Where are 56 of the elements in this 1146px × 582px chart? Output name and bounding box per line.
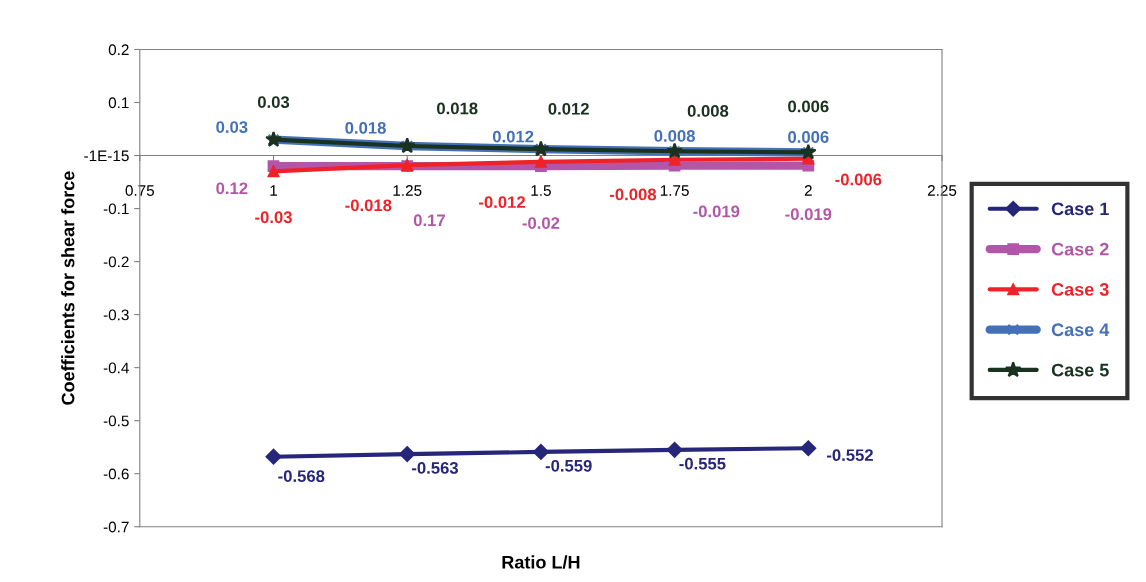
x-tick-label: 1.25 xyxy=(393,185,422,196)
x-tick-label: 2 xyxy=(804,185,812,196)
data-label: -0.563 xyxy=(412,462,459,474)
legend-label: Case 4 xyxy=(1051,323,1110,337)
x-tick-label: 1 xyxy=(270,185,278,196)
data-label: 0.012 xyxy=(492,130,534,143)
y-tick-label: -1E-15 xyxy=(84,150,129,162)
data-label: 0.03 xyxy=(257,96,290,108)
data-label: 0.008 xyxy=(654,130,695,142)
y-tick-label: -0.1 xyxy=(103,203,129,215)
point xyxy=(666,441,683,458)
y-tick-label: 0.1 xyxy=(108,97,129,109)
point xyxy=(533,444,549,460)
x-axis-title: Ratio L/H xyxy=(502,555,580,569)
data-label: -0.019 xyxy=(693,205,740,218)
point xyxy=(535,155,547,168)
data-label: 0.018 xyxy=(437,102,478,115)
data-label: -0.008 xyxy=(609,188,657,201)
data-label: -0.559 xyxy=(545,459,592,472)
y-tick-label: -0.4 xyxy=(103,362,129,374)
legend-label: Case 5 xyxy=(1051,363,1109,377)
point xyxy=(399,446,416,462)
y-tick-label: -0.2 xyxy=(103,256,129,268)
y-axis-title: Coefficients for shear force xyxy=(61,171,75,405)
y-tick-label: 0.2 xyxy=(108,44,129,56)
data-label: -0.006 xyxy=(835,173,882,186)
y-tick-label: -0.3 xyxy=(103,309,129,321)
x-tick-label: 2.25 xyxy=(927,185,957,196)
data-label: -0.012 xyxy=(479,196,525,209)
annotation: 0.12 xyxy=(216,182,248,195)
y-tick-label: -0.5 xyxy=(103,415,129,427)
y-tick-label: -0.6 xyxy=(103,468,129,480)
data-label: 0.008 xyxy=(687,105,729,117)
data-label: -0.019 xyxy=(785,208,832,221)
x-tick-label: 1.5 xyxy=(531,185,551,196)
data-label: -0.555 xyxy=(679,457,726,470)
data-label: -0.02 xyxy=(522,217,560,229)
point xyxy=(265,448,282,465)
data-label: -0.018 xyxy=(345,199,392,212)
legend-label: Case 1 xyxy=(1051,202,1109,216)
point xyxy=(800,440,817,457)
x-tick-label: 0.75 xyxy=(125,185,155,196)
legend-label: Case 3 xyxy=(1051,283,1109,296)
data-label: -0.552 xyxy=(827,449,873,462)
data-label: 0.03 xyxy=(216,121,248,133)
data-label: 0.006 xyxy=(788,131,829,143)
data-label: -0.03 xyxy=(255,211,292,224)
point xyxy=(267,165,280,178)
legend-label: Case 2 xyxy=(1051,242,1109,256)
data-label: 0.018 xyxy=(345,121,386,134)
x-tick-label: 1.75 xyxy=(660,185,689,196)
data-label: -0.568 xyxy=(278,470,325,483)
data-label: 0.012 xyxy=(548,102,589,115)
data-label: 0.006 xyxy=(788,100,829,113)
y-tick-label: -0.7 xyxy=(103,521,129,533)
annotation: 0.17 xyxy=(413,214,445,227)
